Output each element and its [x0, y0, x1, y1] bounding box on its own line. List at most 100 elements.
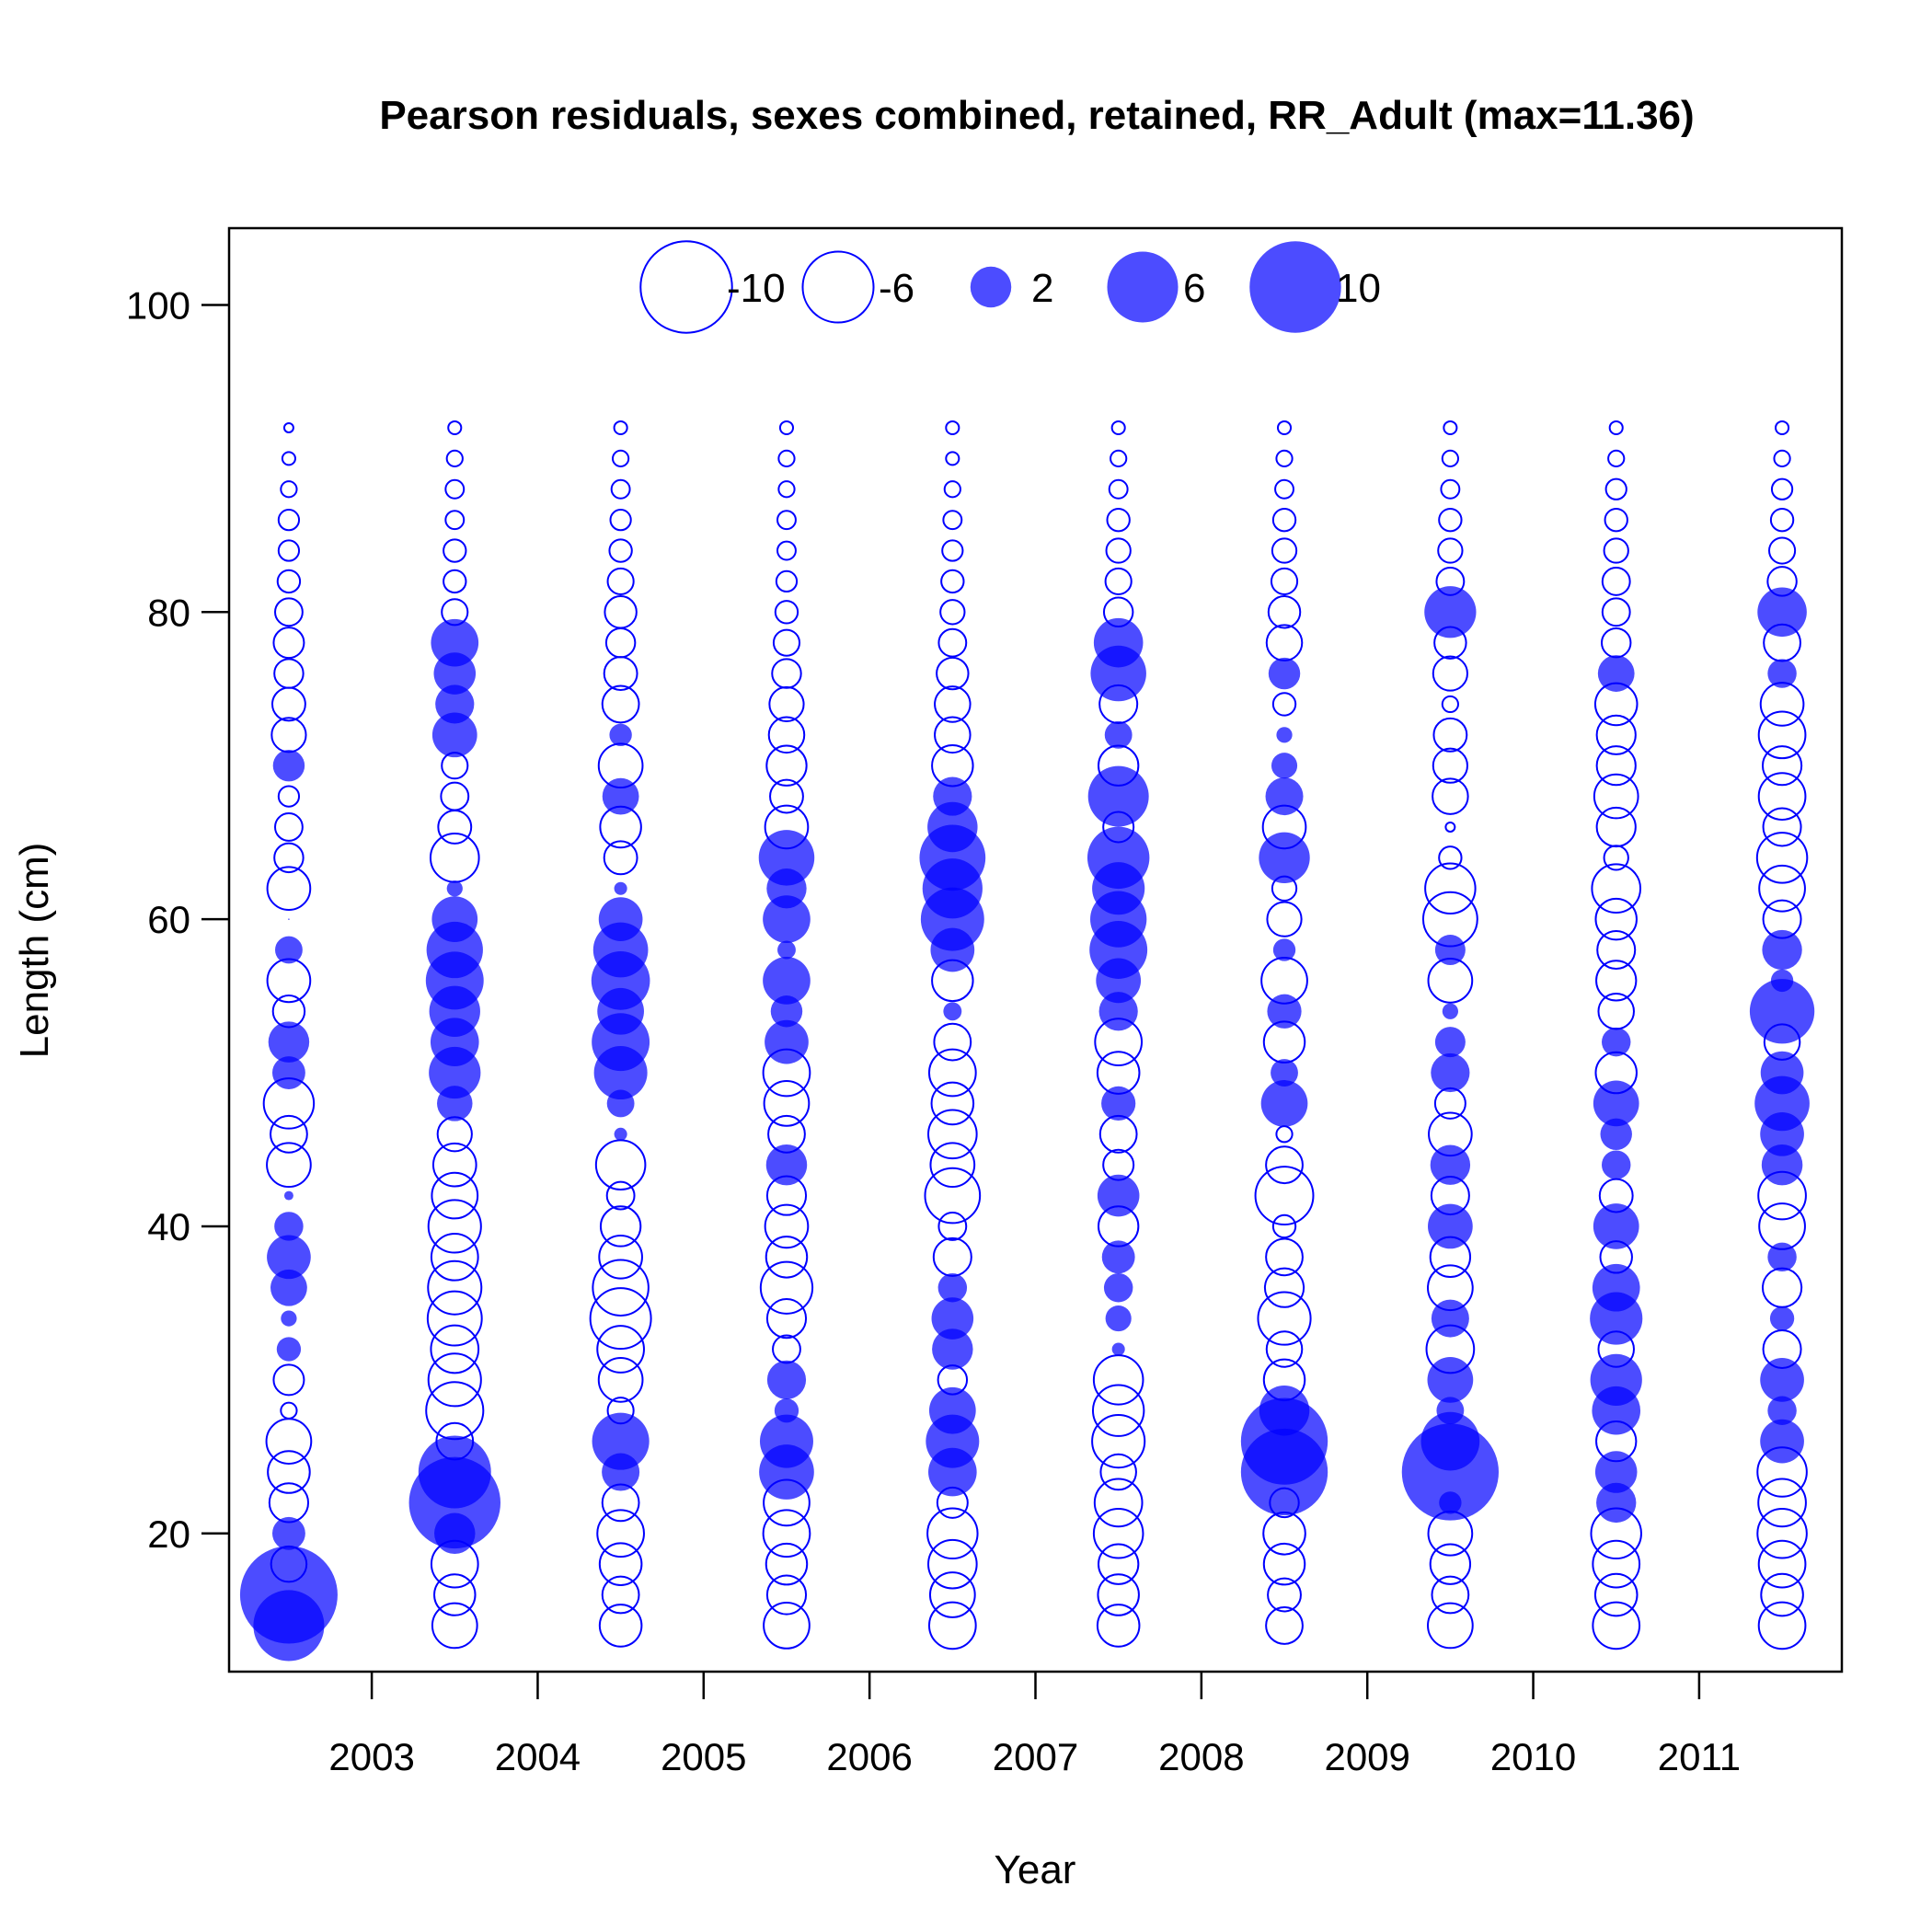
residual-bubble	[1442, 1003, 1458, 1019]
residual-bubble	[933, 1022, 972, 1062]
residual-bubble	[778, 420, 795, 436]
residual-bubble	[239, 1546, 338, 1644]
residual-bubble	[1775, 420, 1790, 436]
residual-bubble	[433, 1573, 477, 1616]
residual-bubble	[943, 480, 961, 499]
residual-bubble	[606, 567, 635, 595]
residual-bubble	[945, 420, 960, 436]
residual-bubble	[435, 684, 475, 724]
residual-bubble	[441, 598, 469, 627]
residual-bubble	[762, 1509, 811, 1558]
residual-bubble	[267, 1450, 311, 1494]
residual-bubble	[601, 684, 640, 724]
residual-bubble	[427, 1259, 483, 1316]
residual-bubble	[1441, 449, 1459, 467]
residual-bubble	[266, 866, 312, 912]
x-axis: 2003 2004 2005 2006 2007 2008 2009 2010 2011	[328, 1672, 1741, 1778]
residual-bubble	[772, 628, 801, 657]
residual-bubble	[1427, 1356, 1474, 1403]
residual-bubble	[430, 1232, 479, 1282]
residual-bubble	[1593, 1203, 1639, 1249]
residual-bubble	[1757, 1478, 1807, 1528]
residual-bubble	[1429, 1543, 1472, 1585]
residual-bubble	[1266, 901, 1303, 937]
residual-bubble	[276, 569, 302, 594]
residual-bubble	[602, 777, 639, 815]
residual-bubble	[936, 656, 970, 691]
residual-bubble	[932, 1236, 972, 1277]
residual-bubble	[1760, 1572, 1804, 1617]
residual-bubble	[443, 538, 467, 563]
residual-bubble	[1593, 1572, 1639, 1617]
residual-bubble	[766, 1360, 807, 1399]
residual-bubble	[589, 1287, 652, 1351]
residual-bubble	[1767, 1242, 1797, 1272]
residual-bubble	[765, 1574, 808, 1616]
residual-bubble	[614, 1127, 627, 1141]
legend: -10 -6 2 6 10	[639, 240, 1381, 334]
residual-bubble	[1432, 747, 1468, 784]
residual-bubble	[1265, 777, 1304, 816]
residual-bubble	[777, 449, 796, 467]
residual-bubble	[1600, 627, 1632, 659]
residual-bubble	[768, 685, 805, 723]
residual-bubble	[1106, 507, 1131, 533]
residual-bubble	[267, 1235, 311, 1280]
residual-bubble	[1271, 537, 1298, 564]
residual-bubble	[435, 1421, 475, 1461]
residual-bubble	[1769, 507, 1795, 533]
residual-bubble	[1435, 566, 1466, 596]
residual-bubble	[1762, 807, 1802, 847]
residual-bubble	[1434, 935, 1466, 965]
residual-bubble	[592, 1259, 650, 1317]
residual-bubble	[1592, 1263, 1640, 1312]
residual-bubble	[429, 833, 480, 883]
residual-bubble	[927, 1048, 977, 1098]
residual-bubble	[436, 1116, 473, 1153]
residual-bubble	[277, 785, 301, 808]
residual-bubble	[765, 1144, 808, 1186]
legend-bubble	[1249, 241, 1341, 333]
residual-bubble	[1595, 806, 1637, 848]
residual-bubble	[1432, 655, 1468, 692]
residual-bubble	[1271, 507, 1297, 533]
residual-bubble	[1596, 1482, 1637, 1524]
residual-bubble	[271, 1056, 305, 1089]
residual-bubble	[610, 478, 631, 500]
residual-bubble	[271, 1516, 305, 1550]
residual-bubble	[934, 685, 972, 723]
residual-bubble	[604, 627, 637, 659]
residual-bubble	[604, 595, 638, 629]
residual-bubble	[273, 842, 305, 874]
residual-bubble	[777, 480, 796, 499]
chart-title: Pearson residuals, sexes combined, retai…	[379, 93, 1694, 138]
residual-bubble	[1265, 1330, 1304, 1368]
residual-bubble	[1603, 537, 1629, 564]
residual-bubble	[283, 1190, 293, 1201]
residual-bubble	[1438, 507, 1463, 533]
residual-bubble	[613, 420, 628, 436]
residual-bubble	[1257, 1291, 1312, 1346]
residual-bubble	[1271, 1213, 1297, 1239]
residual-bubble	[1437, 537, 1464, 564]
residual-bubble	[1265, 1606, 1304, 1645]
residual-bubble	[1431, 1052, 1470, 1093]
x-axis-label: Year	[995, 1847, 1076, 1892]
residual-bubble	[1102, 596, 1134, 628]
residual-bubble	[1104, 567, 1133, 595]
residual-bubble	[1110, 449, 1128, 467]
residual-bubble	[597, 1357, 644, 1403]
legend-label: 10	[1336, 266, 1381, 311]
y-axis-label: Length (cm)	[12, 843, 57, 1059]
residual-bubble	[774, 600, 799, 625]
y-tick-label: 100	[126, 283, 190, 327]
residual-bubble	[1758, 864, 1806, 913]
residual-bubble	[937, 1272, 968, 1303]
x-tick-label: 2003	[328, 1735, 414, 1778]
residual-bubble	[1434, 1027, 1466, 1058]
residual-bubble	[425, 1381, 485, 1441]
residual-bubble	[596, 1509, 645, 1558]
residual-bubble	[1593, 773, 1639, 820]
residual-bubble	[1761, 745, 1803, 787]
bubble-layer	[239, 420, 1815, 1662]
